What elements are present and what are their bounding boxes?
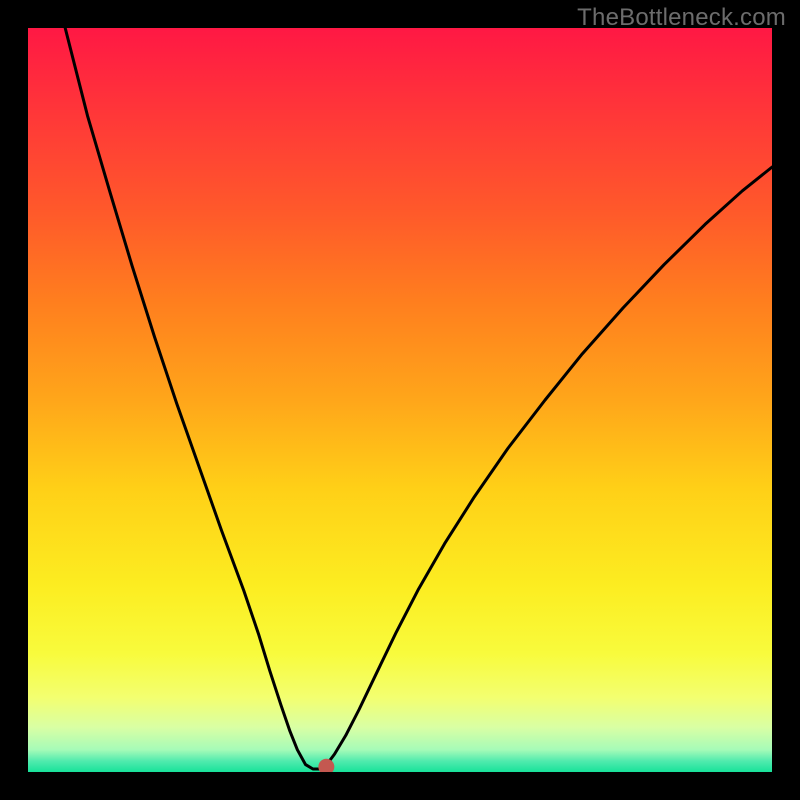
v-curve xyxy=(65,28,772,769)
valley-marker xyxy=(318,759,334,772)
curve-overlay xyxy=(28,28,772,772)
figure-frame: TheBottleneck.com xyxy=(0,0,800,800)
plot-area xyxy=(28,28,772,772)
